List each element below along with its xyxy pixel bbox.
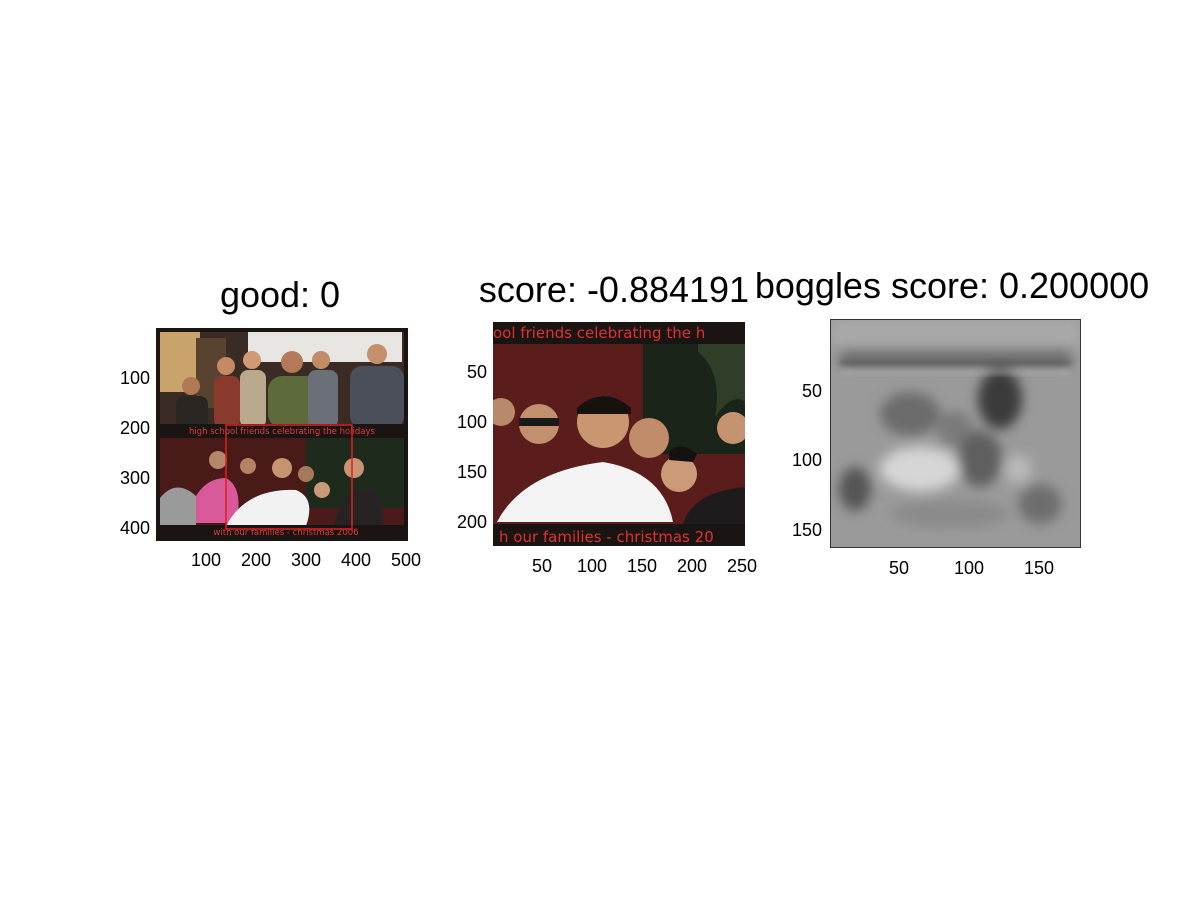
left-photo-caption-bottom: with our families - christmas 2006 bbox=[213, 528, 358, 538]
left-x-tick: 400 bbox=[340, 550, 372, 570]
crop-bounding-box bbox=[225, 424, 353, 530]
middle-x-tick: 250 bbox=[726, 556, 758, 576]
middle-y-tick: 50 bbox=[466, 362, 487, 382]
left-photo-caption-top: high school friends celebrating the holi… bbox=[189, 427, 376, 437]
right-y-tick: 50 bbox=[801, 381, 822, 401]
middle-photo-caption-bottom: h our families - christmas 20 bbox=[499, 528, 714, 546]
middle-y-tick: 200 bbox=[456, 512, 487, 532]
middle-panel-title: score: -0.884191 bbox=[478, 269, 750, 310]
left-y-tick: 200 bbox=[119, 418, 150, 438]
left-x-tick: 500 bbox=[390, 550, 422, 570]
middle-x-tick: 200 bbox=[676, 556, 708, 576]
left-y-tick: 300 bbox=[119, 468, 150, 488]
left-y-tick: 400 bbox=[119, 518, 150, 538]
left-x-tick: 200 bbox=[240, 550, 272, 570]
right-x-tick: 100 bbox=[953, 558, 985, 578]
middle-photo-caption-top: ool friends celebrating the h bbox=[493, 324, 705, 342]
middle-y-tick: 150 bbox=[456, 462, 487, 482]
hoggles-feature-visualization bbox=[830, 319, 1081, 548]
right-y-tick: 100 bbox=[791, 450, 822, 470]
left-photo: high school friends celebrating the holi… bbox=[156, 328, 408, 541]
left-panel-title: good: 0 bbox=[219, 274, 341, 315]
right-panel-title: boggles score: 0.200000 bbox=[754, 265, 1150, 306]
middle-y-tick: 100 bbox=[456, 412, 487, 432]
middle-x-tick: 50 bbox=[531, 556, 553, 576]
right-x-tick: 50 bbox=[888, 558, 910, 578]
left-y-tick: 100 bbox=[119, 368, 150, 388]
left-x-tick: 300 bbox=[290, 550, 322, 570]
left-x-tick: 100 bbox=[190, 550, 222, 570]
middle-x-tick: 100 bbox=[576, 556, 608, 576]
right-y-tick: 150 bbox=[791, 520, 822, 540]
middle-x-tick: 150 bbox=[626, 556, 658, 576]
middle-photo-crop: ool friends celebrating the h h our fami… bbox=[493, 322, 745, 546]
right-x-tick: 150 bbox=[1023, 558, 1055, 578]
